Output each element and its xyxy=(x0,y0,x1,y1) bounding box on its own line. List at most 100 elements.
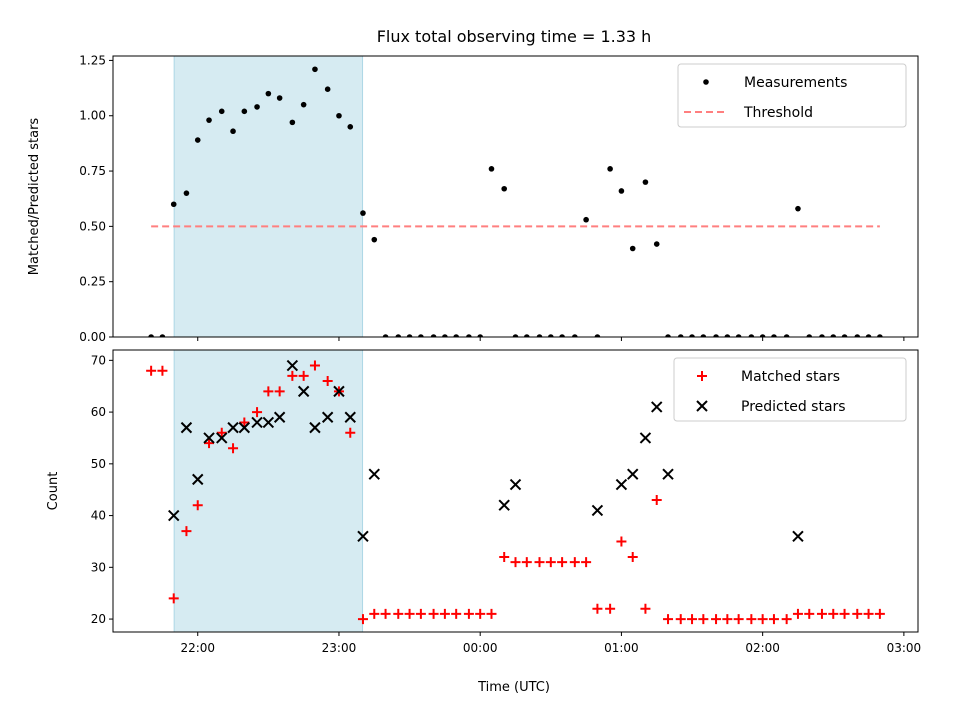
matched-star-point xyxy=(510,557,521,568)
measurement-point xyxy=(759,334,766,337)
predicted-star-point xyxy=(297,385,310,398)
series-matched-stars xyxy=(146,360,885,625)
measurement-point xyxy=(289,119,296,126)
matched-star-point xyxy=(252,407,263,418)
legend-bottom: Matched stars Predicted stars xyxy=(673,357,907,422)
y-tick-label: 30 xyxy=(91,560,106,574)
matched-star-point xyxy=(733,614,744,625)
matched-star-point xyxy=(451,608,462,619)
measurement-point xyxy=(677,334,684,337)
measurement-point xyxy=(230,128,236,135)
measurement-point xyxy=(795,205,801,212)
measurement-point xyxy=(735,334,742,337)
legend-label: Predicted stars xyxy=(741,399,846,415)
predicted-star-point xyxy=(333,385,345,398)
predicted-star-point xyxy=(203,432,215,444)
predicted-star-point xyxy=(192,473,204,486)
y-tick-label: 0.75 xyxy=(79,164,106,178)
matched-star-point xyxy=(605,603,616,614)
y-tick-label: 60 xyxy=(91,405,106,419)
matched-star-point xyxy=(274,386,285,397)
predicted-star-point xyxy=(309,421,321,434)
x-tick-label: 03:00 xyxy=(887,641,922,655)
measurement-point xyxy=(583,216,589,223)
matched-star-point xyxy=(204,438,215,449)
matched-star-point xyxy=(839,608,850,619)
matched-star-point xyxy=(722,614,733,625)
measurement-point xyxy=(501,185,508,192)
measurement-point xyxy=(653,241,660,247)
measurement-point xyxy=(877,334,883,337)
y-tick-label: 50 xyxy=(91,457,106,471)
matched-star-point xyxy=(746,614,757,625)
measurement-point xyxy=(395,334,402,337)
series-measurements xyxy=(148,66,883,337)
bottom-panel: 20 30 40 50 60 70 22:00 23:00 00:00 01:00 02:00 03:… xyxy=(46,349,922,655)
chart-title: Flux total observing time = 1.33 h xyxy=(377,27,652,46)
measurement-point xyxy=(159,334,166,337)
predicted-star-point xyxy=(321,411,334,423)
x-tick-label: 01:00 xyxy=(604,641,639,655)
matched-star-point xyxy=(475,608,486,619)
y-axis-label-top: Matched/Predicted stars xyxy=(27,118,42,276)
predicted-star-point xyxy=(792,530,804,542)
measurement-point xyxy=(442,334,448,337)
measurement-point xyxy=(336,112,342,119)
y-tick-label: 0.25 xyxy=(79,275,106,289)
measurement-point xyxy=(841,334,848,337)
measurement-point xyxy=(148,334,154,337)
matched-star-point xyxy=(298,370,309,381)
measurement-point xyxy=(406,334,413,337)
matched-star-point xyxy=(651,495,662,506)
matched-star-point xyxy=(781,614,792,625)
measurement-point xyxy=(254,104,260,110)
x-tick-label: 22:00 xyxy=(180,641,215,655)
x-axis-label: Time (UTC) xyxy=(477,680,550,695)
x-tick-label: 23:00 xyxy=(322,641,357,655)
matched-star-point xyxy=(357,614,368,625)
matched-star-point xyxy=(428,608,439,619)
measurement-point xyxy=(382,334,389,337)
matched-star-point xyxy=(287,370,298,381)
matched-star-point xyxy=(181,526,192,537)
predicted-star-point xyxy=(627,468,639,480)
matched-star-point xyxy=(380,608,391,619)
measurement-point xyxy=(607,166,613,172)
matched-star-point xyxy=(228,443,239,454)
measurement-point xyxy=(276,95,283,101)
matched-star-point xyxy=(557,557,568,568)
measurement-point xyxy=(548,334,554,337)
matched-star-point xyxy=(663,614,674,625)
matched-star-point xyxy=(146,365,157,376)
matched-star-point xyxy=(499,551,510,562)
matched-star-point xyxy=(192,500,203,511)
matched-star-point xyxy=(322,376,333,387)
matched-star-point xyxy=(545,557,556,568)
measurement-point xyxy=(771,334,777,337)
matched-star-point xyxy=(569,557,580,568)
predicted-star-point xyxy=(651,401,663,413)
series-predicted-stars xyxy=(168,359,804,542)
predicted-star-point xyxy=(498,499,510,511)
measurement-point xyxy=(830,334,837,337)
observing-span-top xyxy=(173,55,364,338)
matched-star-point xyxy=(581,557,592,568)
predicted-star-point xyxy=(262,416,275,429)
matched-star-point xyxy=(415,608,426,619)
y-tick-label: 0.50 xyxy=(79,219,106,233)
matched-star-point xyxy=(309,360,320,371)
measurement-point xyxy=(594,334,601,337)
measurement-point xyxy=(183,190,190,196)
matched-star-point xyxy=(687,614,698,625)
matched-star-point xyxy=(757,614,768,625)
predicted-star-point xyxy=(357,530,369,542)
measurement-point xyxy=(241,108,248,115)
matched-star-point xyxy=(640,603,651,614)
observing-span-bottom xyxy=(173,349,364,633)
legend-box xyxy=(677,63,907,128)
measurement-point xyxy=(642,179,649,185)
matched-star-point xyxy=(157,365,168,376)
measurement-point xyxy=(536,334,543,337)
axes-frame-top xyxy=(112,55,919,338)
matched-star-point xyxy=(863,608,874,619)
